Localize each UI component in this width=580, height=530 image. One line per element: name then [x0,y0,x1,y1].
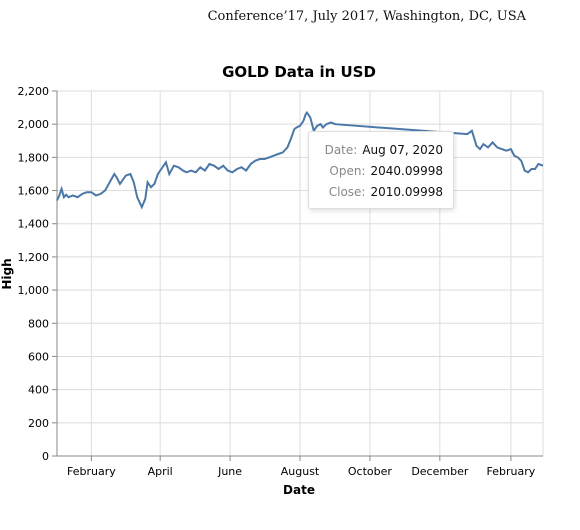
x-axis-title: Date [283,483,315,497]
y-tick-label: 600 [28,350,49,363]
paper-venue-header: Conference’17, July 2017, Washington, DC… [207,9,526,24]
tooltip-row-open: Open: 2040.09998 [319,161,443,182]
tooltip-close-value: 2010.09998 [370,185,443,199]
tooltip-date-value: Aug 07, 2020 [362,143,443,157]
x-tick-label: August [281,465,320,478]
tooltip-date-key: Date: [324,143,358,157]
y-tick-label: 1,000 [18,284,50,297]
x-tick-label: April [148,465,173,478]
tooltip-row-date: Date: Aug 07, 2020 [319,140,443,161]
x-tick-label: June [217,465,242,478]
y-tick-label: 2,200 [18,85,50,98]
y-axis-title: High [0,258,14,289]
y-tick-label: 1,200 [18,251,50,264]
y-tick-label: 1,400 [18,218,50,231]
y-tick-label: 1,800 [18,151,50,164]
tooltip-row-close: Close: 2010.09998 [319,182,443,203]
y-tick-label: 2,000 [18,118,50,131]
y-tick-label: 200 [28,417,49,430]
x-tick-label: February [487,465,536,478]
gold-high-series-line[interactable] [56,110,544,210]
tooltip-close-key: Close: [328,185,366,199]
hover-tooltip: Date: Aug 07, 2020 Open: 2040.09998 Clos… [308,131,454,209]
chart-title: GOLD Data in USD [222,63,376,81]
y-tick-label: 800 [28,317,49,330]
y-tick-label: 1,600 [18,185,50,198]
x-tick-label: December [411,465,469,478]
x-tick-label: February [67,465,116,478]
y-tick-label: 0 [42,450,49,463]
tooltip-open-key: Open: [329,164,366,178]
x-tick-label: October [348,465,392,478]
tooltip-open-value: 2040.09998 [370,164,443,178]
y-tick-label: 400 [28,384,49,397]
